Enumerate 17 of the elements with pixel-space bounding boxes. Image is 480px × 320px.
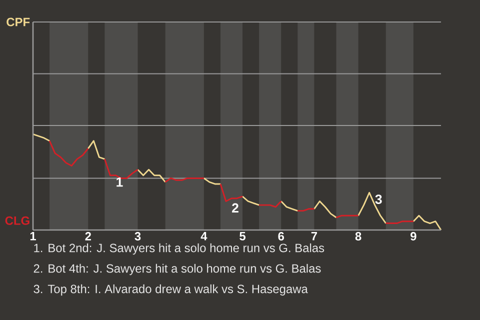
text: 2. Bot 4th: J. Sawyers hit a solo home run vs G. Balas <box>34 264 321 276</box>
x-tick-label: 8 <box>355 232 362 241</box>
x-tick-label: 4 <box>200 232 208 240</box>
x-tick-label: 9 <box>410 232 416 241</box>
annotation: 1 <box>116 177 123 187</box>
x-tick-label: 1 <box>30 232 36 240</box>
text: 1. Bot 2nd: J. Sawyers hit a solo home run vs G. Balas <box>34 243 324 255</box>
x-tick-label: 2 <box>85 232 91 240</box>
x-tick-label: 6 <box>278 232 284 241</box>
x-tick-label: 7 <box>311 232 317 240</box>
text: 3. Top 8th: I. Alvarado drew a walk vs S. Hasegawa <box>34 284 308 296</box>
text: CPF <box>6 18 30 26</box>
x-tick-label: 5 <box>240 232 246 240</box>
x-tick-label: 3 <box>134 232 141 241</box>
text: CLG <box>5 216 30 225</box>
annotation: 2 <box>232 203 238 213</box>
annotation: 3 <box>375 194 382 204</box>
